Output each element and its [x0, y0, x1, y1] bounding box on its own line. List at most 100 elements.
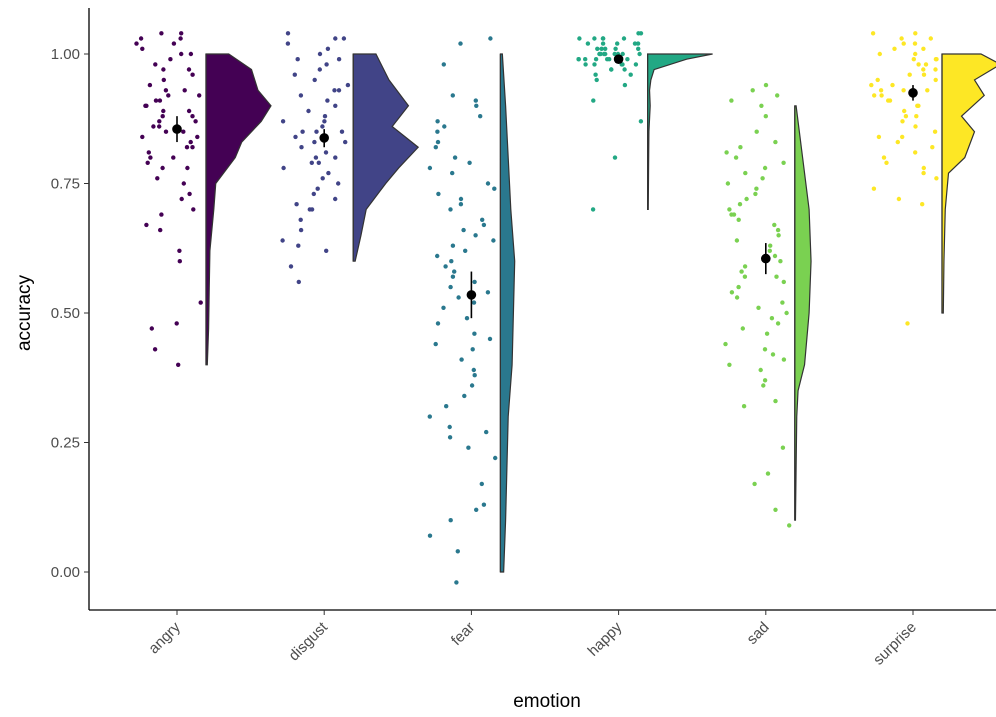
point-surprise [921, 46, 926, 51]
point-disgust [285, 41, 291, 46]
point-fear [473, 98, 478, 103]
point-surprise [905, 321, 910, 326]
point-angry [157, 98, 163, 103]
point-sad [767, 248, 772, 253]
point-happy [635, 41, 641, 46]
point-sad [775, 227, 781, 233]
point-disgust [316, 160, 321, 165]
x-tick-label: fear [448, 619, 478, 649]
point-sad [775, 93, 780, 98]
point-happy [620, 51, 625, 57]
point-disgust [280, 238, 285, 243]
mean-point-surprise [908, 88, 918, 98]
point-disgust [311, 191, 316, 197]
point-surprise [923, 62, 929, 67]
y-axis-ticks: 0.00 0.25 0.50 0.75 1.00 [51, 46, 89, 581]
point-surprise [921, 67, 926, 72]
point-surprise [879, 93, 884, 98]
point-angry [161, 108, 166, 114]
point-disgust [309, 207, 315, 212]
point-disgust [333, 196, 338, 202]
point-angry [185, 165, 190, 171]
point-disgust [332, 88, 337, 93]
point-sad [756, 305, 761, 310]
point-fear [433, 341, 438, 347]
point-angry [149, 326, 154, 331]
point-disgust [295, 57, 300, 62]
point-happy [609, 67, 614, 72]
point-angry [187, 191, 192, 197]
point-angry [160, 114, 165, 119]
point-surprise [914, 114, 919, 119]
point-angry [188, 51, 194, 57]
point-surprise [912, 41, 918, 46]
point-angry [153, 62, 158, 67]
point-sad [773, 398, 778, 404]
point-disgust [333, 36, 338, 41]
point-surprise [901, 41, 906, 46]
point-happy [577, 36, 582, 41]
point-angry [179, 196, 184, 202]
point-sad [780, 300, 785, 305]
point-sad [759, 103, 764, 109]
point-happy [591, 98, 596, 103]
point-angry [134, 41, 139, 46]
point-sad [762, 347, 768, 352]
point-sad [763, 82, 769, 88]
point-angry [138, 36, 144, 41]
point-disgust [281, 165, 286, 171]
point-disgust [325, 98, 330, 103]
point-disgust [339, 129, 345, 134]
point-angry [159, 212, 164, 217]
point-fear [480, 217, 485, 222]
point-sad [754, 186, 759, 191]
point-sad [778, 259, 783, 264]
x-tick-label: surprise [870, 619, 920, 669]
point-sad [724, 150, 729, 155]
point-fear [469, 383, 475, 388]
mean-point-angry [172, 124, 182, 134]
point-disgust [293, 134, 298, 140]
point-disgust [280, 119, 286, 124]
point-angry [159, 31, 164, 36]
point-surprise [900, 119, 905, 124]
point-angry [179, 51, 184, 57]
point-fear [472, 373, 477, 378]
point-angry [171, 41, 177, 46]
point-sad [734, 238, 740, 243]
point-surprise [890, 82, 895, 88]
point-disgust [324, 248, 329, 253]
point-disgust [298, 227, 304, 233]
point-fear [452, 269, 457, 274]
x-tick-label: sad [744, 619, 773, 648]
point-angry [163, 88, 169, 93]
point-disgust [285, 31, 291, 36]
point-sad [762, 165, 768, 171]
point-disgust [317, 67, 322, 72]
point-disgust [345, 82, 351, 88]
point-surprise [913, 31, 918, 36]
point-surprise [875, 77, 880, 83]
point-disgust [315, 186, 320, 191]
point-angry [146, 150, 151, 155]
point-surprise [892, 46, 897, 51]
point-disgust [323, 150, 329, 155]
point-sad [741, 404, 747, 409]
point-disgust [324, 62, 329, 67]
point-disgust [300, 129, 305, 134]
point-surprise [881, 155, 887, 160]
point-happy [632, 41, 638, 46]
point-fear [449, 259, 454, 264]
point-sad [734, 295, 740, 300]
point-fear [450, 274, 456, 279]
point-fear [484, 429, 489, 435]
x-axis-ticks: angry disgust fear happy sad surprise [145, 610, 920, 669]
point-surprise [876, 134, 882, 140]
point-sad [763, 114, 768, 119]
x-tick-label: happy [585, 618, 626, 659]
point-fear [458, 41, 463, 46]
point-sad [743, 170, 748, 176]
point-angry [195, 134, 200, 140]
point-surprise [902, 108, 907, 114]
